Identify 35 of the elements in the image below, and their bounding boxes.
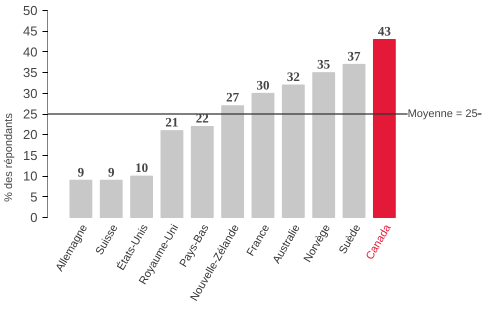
bar: [342, 64, 366, 218]
bar: [190, 126, 214, 218]
data-label: 32: [286, 69, 300, 84]
y-tick-label: 15: [23, 148, 38, 163]
data-label: 37: [348, 48, 362, 64]
y-tick-label: 35: [23, 65, 38, 80]
y-tick-label: 0: [30, 210, 38, 226]
ref-line-label: Moyenne = 25: [408, 108, 478, 120]
bar: [69, 180, 92, 218]
bar: [282, 84, 305, 218]
bar: [372, 38, 396, 218]
bar: [130, 176, 154, 218]
bar: [100, 180, 123, 218]
bar: [160, 130, 184, 218]
y-axis-title: % des répondants: [3, 112, 16, 202]
y-tick-label: 30: [23, 86, 38, 101]
y-tick-label: 5: [30, 189, 38, 204]
y-tick-label: 20: [23, 127, 38, 142]
data-label: 9: [108, 164, 115, 180]
y-tick-label: 45: [23, 24, 38, 39]
data-label: 27: [226, 90, 240, 105]
data-label: 43: [378, 23, 392, 38]
y-tick-label: 10: [23, 168, 38, 184]
y-tick-label: 25: [23, 106, 38, 122]
bar: [312, 72, 336, 218]
y-tick-label: 40: [23, 44, 38, 60]
y-tick-label: 50: [23, 3, 38, 18]
data-label: 22: [196, 110, 209, 126]
data-label: 21: [165, 114, 178, 130]
data-label: 9: [78, 164, 85, 180]
data-label: 35: [317, 56, 331, 72]
data-label: 30: [256, 77, 270, 92]
bar: [221, 105, 244, 218]
bar: [252, 92, 274, 218]
data-label: 10: [135, 160, 148, 176]
